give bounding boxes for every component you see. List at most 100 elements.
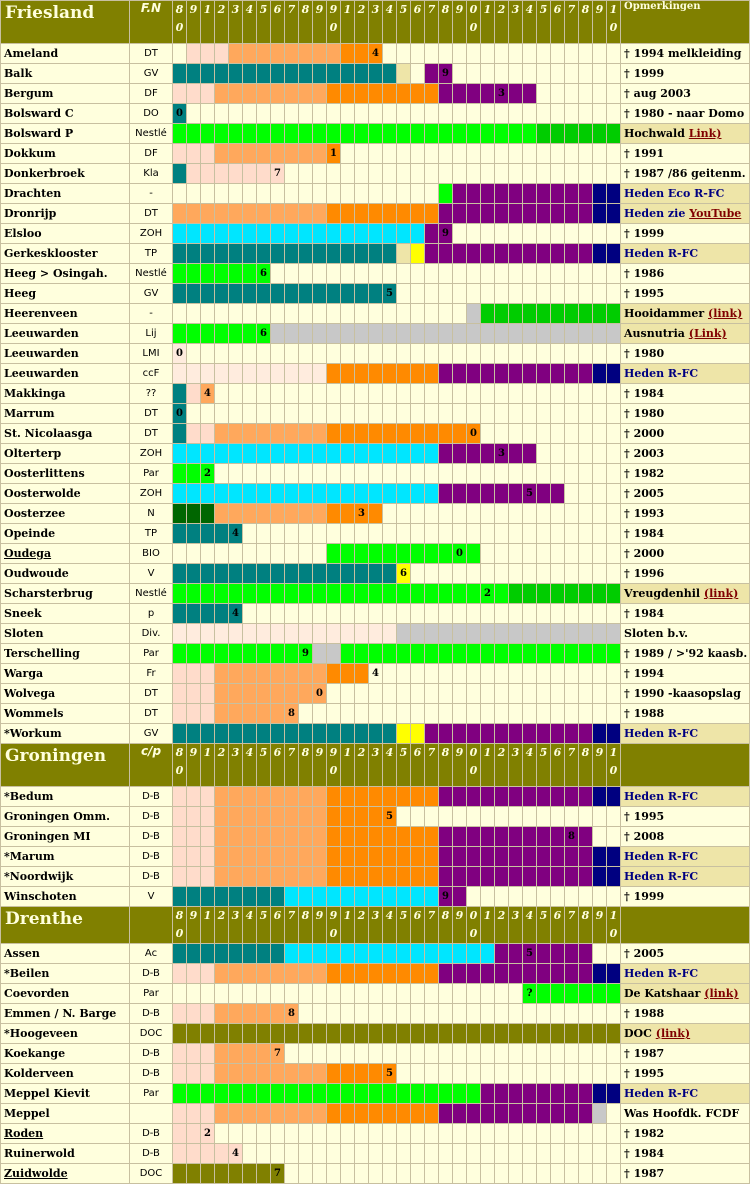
year-header: 6 [550,906,565,944]
timeline-cell [326,1163,341,1184]
timeline-cell [536,583,551,604]
remark-link[interactable]: (link) [704,987,739,1000]
remark-link[interactable]: YouTube [689,207,742,220]
year-header: 7 [424,906,439,944]
timeline-cell [256,163,271,184]
timeline-cell [564,1043,579,1064]
factory-code: BIO [129,543,173,564]
timeline-cell [186,103,201,124]
timeline-cell [438,283,453,304]
timeline-cell [200,1043,215,1064]
timeline-cell [284,203,299,224]
timeline-cell [494,43,509,64]
timeline-cell [494,806,509,827]
timeline-cell [410,1063,425,1084]
timeline-cell [536,263,551,284]
table-row: Oosterzee N 3 † 1993 [0,503,750,524]
year-header: 6 [550,743,565,787]
timeline-cell [340,63,355,84]
remark[interactable]: Hochwald Link) [620,123,750,144]
table-row: Ruinerwold D-B 4 † 1984 [0,1143,750,1164]
remark-link[interactable]: (Link) [688,327,727,340]
factory-name[interactable]: Roden [0,1123,130,1144]
timeline-cell: 3 [494,83,509,104]
timeline-cell [312,343,327,364]
timeline-cell [424,483,439,504]
timeline-cell [340,983,355,1004]
remark[interactable]: Heden zie YouTube [620,203,750,224]
timeline-cell [214,1003,229,1024]
remark[interactable]: De Katshaar (link) [620,983,750,1004]
remark: † 1993 [620,503,750,524]
timeline-cell [438,1123,453,1144]
remark-link[interactable]: (link) [655,1027,691,1040]
timeline-cell [578,163,593,184]
remark[interactable]: Vreugdenhil (link) [620,583,750,604]
year-header: 8 [298,0,313,44]
timeline-cell [438,503,453,524]
timeline-cell [578,846,593,867]
timeline-cell [592,1123,607,1144]
remark[interactable]: DOC (link) [620,1023,750,1044]
remark[interactable]: Hooidammer (link) [620,303,750,324]
timeline-cell [242,1083,257,1104]
timeline-cell [340,43,355,64]
timeline-cell [340,886,355,907]
timeline-cell [466,1103,481,1124]
timeline-cell [466,1003,481,1024]
timeline-cell [550,1163,565,1184]
timeline-cell [564,683,579,704]
timeline-cell [438,103,453,124]
timeline-cell [592,103,607,124]
timeline-cell [270,423,285,444]
timeline-cell [522,523,537,544]
timeline-cell [536,983,551,1004]
table-row: Heerenveen - Hooidammer (link) [0,303,750,324]
timeline-cell [480,63,495,84]
year-header: 5 [256,743,271,787]
remark-link[interactable]: (link) [703,587,739,600]
timeline-cell [564,243,579,264]
timeline-cell [564,983,579,1004]
timeline-cell [578,806,593,827]
timeline-cell [340,1083,355,1104]
timeline-cell [284,43,299,64]
timeline-cell [368,463,383,484]
timeline-cell [214,806,229,827]
year-header: 4 [382,906,397,944]
timeline-cell [298,1063,313,1084]
timeline-cell [368,303,383,324]
factory-name[interactable]: Oudega [0,543,130,564]
timeline-cell [424,703,439,724]
timeline-cell [214,183,229,204]
remark-link[interactable]: (link) [707,307,743,320]
remark: † 1996 [620,563,750,584]
timeline-cell [186,383,201,404]
factory-code: Par [129,463,173,484]
timeline-cell [284,323,299,344]
factory-name[interactable]: Zuidwolde [0,1163,130,1184]
timeline-cell [536,423,551,444]
timeline-cell [298,1103,313,1124]
timeline-cell [438,1163,453,1184]
timeline-cell [424,806,439,827]
timeline-cell [326,363,341,384]
timeline-cell [354,603,369,624]
timeline-cell [172,563,187,584]
table-row: *Workum GV Heden R-FC [0,723,750,744]
table-row: Meppel Was Hoofdk. FCDF [0,1103,750,1124]
timeline-cell [424,383,439,404]
timeline-cell [186,303,201,324]
remark[interactable]: Ausnutria (Link) [620,323,750,344]
timeline-cell [256,1063,271,1084]
timeline-cell [340,463,355,484]
timeline-cell [312,886,327,907]
timeline-cell [550,723,565,744]
timeline-cell [606,1103,621,1124]
remark-link[interactable]: Link) [688,127,722,140]
timeline-cell [256,503,271,524]
timeline-cell [494,623,509,644]
timeline-cell [256,43,271,64]
timeline-cell [256,343,271,364]
remark: † 1994 melkleiding [620,43,750,64]
